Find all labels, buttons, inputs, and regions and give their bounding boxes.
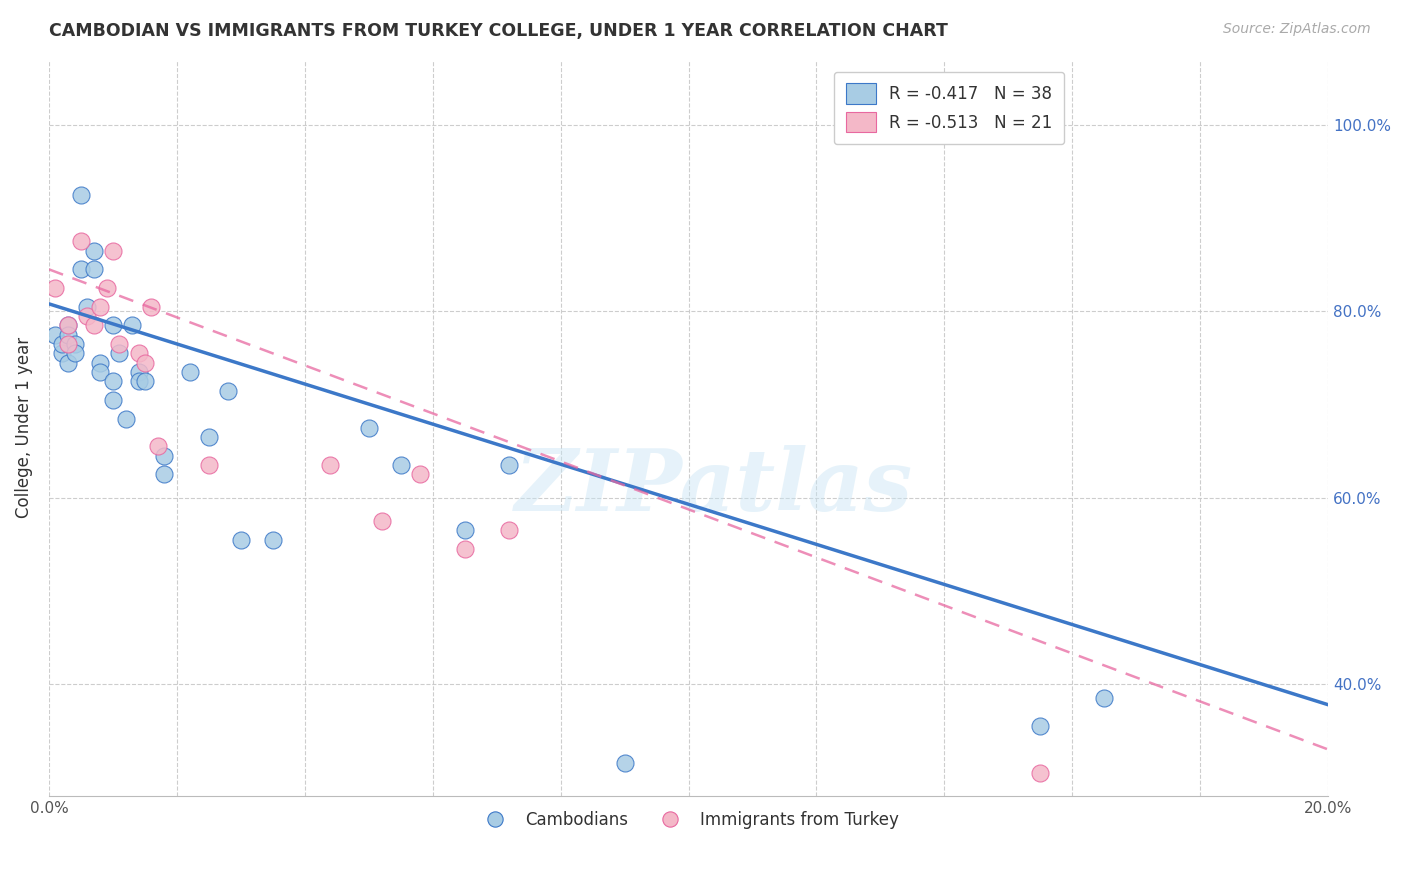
Point <box>141 300 163 314</box>
Point <box>56 355 79 369</box>
Point <box>56 318 79 333</box>
Point <box>198 458 221 472</box>
Text: Source: ZipAtlas.com: Source: ZipAtlas.com <box>1223 22 1371 37</box>
Legend: Cambodians, Immigrants from Turkey: Cambodians, Immigrants from Turkey <box>472 805 905 836</box>
Point <box>134 355 156 369</box>
Point <box>229 533 252 547</box>
Point <box>121 318 143 333</box>
Point <box>198 430 221 444</box>
Point <box>44 327 66 342</box>
Point <box>101 374 124 388</box>
Point <box>63 337 86 351</box>
Point <box>44 281 66 295</box>
Point <box>76 309 98 323</box>
Point <box>389 458 412 472</box>
Point <box>89 355 111 369</box>
Point <box>498 458 520 472</box>
Point <box>357 421 380 435</box>
Point <box>134 374 156 388</box>
Point <box>1092 691 1115 706</box>
Point <box>83 244 105 258</box>
Point <box>1029 765 1052 780</box>
Point <box>108 337 131 351</box>
Point <box>370 514 392 528</box>
Point <box>83 262 105 277</box>
Point <box>56 327 79 342</box>
Point <box>498 524 520 538</box>
Point <box>1029 719 1052 733</box>
Point <box>70 262 93 277</box>
Y-axis label: College, Under 1 year: College, Under 1 year <box>15 337 32 518</box>
Point <box>409 467 432 482</box>
Point <box>319 458 342 472</box>
Point <box>146 440 169 454</box>
Point <box>153 467 176 482</box>
Point <box>128 374 150 388</box>
Point <box>56 318 79 333</box>
Point <box>114 411 136 425</box>
Point <box>89 365 111 379</box>
Point <box>101 318 124 333</box>
Point <box>217 384 239 398</box>
Text: ZIPatlas: ZIPatlas <box>515 445 914 529</box>
Point <box>89 300 111 314</box>
Point <box>454 524 477 538</box>
Point <box>51 346 73 360</box>
Point <box>83 318 105 333</box>
Point <box>101 392 124 407</box>
Point <box>63 346 86 360</box>
Point <box>70 187 93 202</box>
Point <box>56 337 79 351</box>
Point <box>153 449 176 463</box>
Text: CAMBODIAN VS IMMIGRANTS FROM TURKEY COLLEGE, UNDER 1 YEAR CORRELATION CHART: CAMBODIAN VS IMMIGRANTS FROM TURKEY COLL… <box>49 22 948 40</box>
Point <box>76 300 98 314</box>
Point <box>454 542 477 557</box>
Point <box>101 244 124 258</box>
Point <box>108 346 131 360</box>
Point <box>128 365 150 379</box>
Point <box>179 365 201 379</box>
Point <box>51 337 73 351</box>
Point <box>70 235 93 249</box>
Point <box>128 346 150 360</box>
Point <box>96 281 118 295</box>
Point <box>262 533 284 547</box>
Point <box>613 756 636 771</box>
